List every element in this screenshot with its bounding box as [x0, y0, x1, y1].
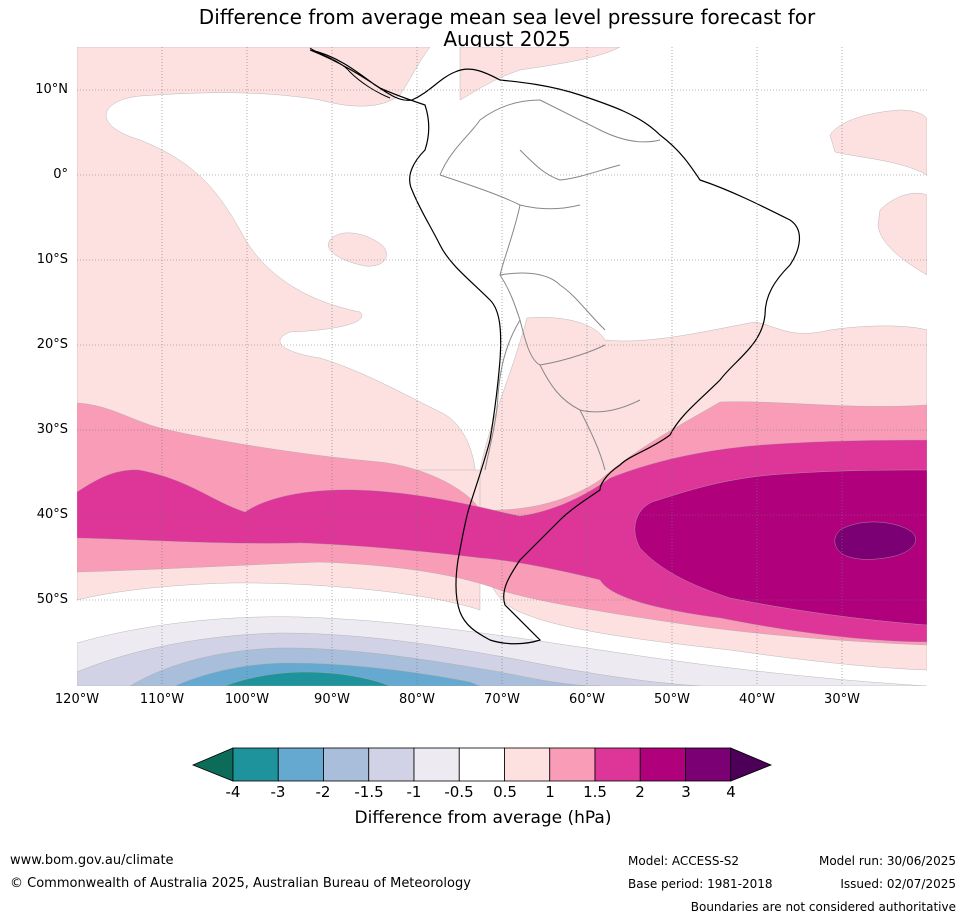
issued-date: Issued: 02/07/2025 — [840, 877, 956, 891]
colorbar-swatch — [594, 747, 641, 782]
contour-pos-2 — [634, 469, 927, 626]
colorbar — [191, 747, 773, 782]
colorbar-tick: -0.5 — [444, 783, 474, 801]
colorbar-swatch — [685, 747, 732, 782]
copyright-text: © Commonwealth of Australia 2025, Austra… — [10, 876, 471, 891]
colorbar-swatch — [458, 747, 505, 782]
colorbar-swatch — [323, 747, 370, 782]
lon-label-50w: 50°W — [654, 692, 690, 707]
colorbar-tick: -1 — [406, 783, 422, 801]
lon-label-90w: 90°W — [314, 692, 350, 707]
lon-label-40w: 40°W — [739, 692, 775, 707]
central-america-coastline — [309, 47, 391, 99]
colorbar-tick: 1 — [545, 783, 555, 801]
colorbar-extend-high — [730, 747, 773, 782]
lat-label-10s: 10°S — [36, 252, 68, 267]
contour-neg-3 — [224, 671, 391, 686]
colorbar-swatch — [368, 747, 415, 782]
colorbar-tick: 1.5 — [583, 783, 607, 801]
lon-label-110w: 110°W — [139, 692, 185, 707]
colorbar-tick: -2 — [315, 783, 331, 801]
map-title-line-2: August 2025 — [443, 27, 571, 51]
graticule — [77, 47, 927, 686]
lon-label-60w: 60°W — [569, 692, 605, 707]
colorbar-tick: -1.5 — [354, 783, 384, 801]
colorbar-swatch — [277, 747, 324, 782]
colorbar-swatch — [232, 747, 279, 782]
map-title-line-1: Difference from average mean sea level p… — [198, 5, 816, 29]
lat-label-0: 0° — [53, 167, 68, 182]
contour-pos-0.5-east-edge — [877, 192, 927, 276]
colorbar-tick: 3 — [681, 783, 691, 801]
colorbar-tick: -4 — [225, 783, 241, 801]
colorbar-tick: -3 — [270, 783, 286, 801]
lat-label-10n: 10°N — [35, 82, 68, 97]
colorbar-swatch — [549, 747, 596, 782]
colorbar-tick: 4 — [726, 783, 736, 801]
lat-label-30s: 30°S — [36, 422, 68, 437]
lon-label-70w: 70°W — [484, 692, 520, 707]
contour-pos-0.5-mid-east — [829, 109, 927, 176]
contour-pos-0.5-north — [77, 47, 477, 501]
lat-label-40s: 40°S — [36, 507, 68, 522]
contour-pos-0.5-top — [459, 47, 621, 101]
colorbar-swatch — [504, 747, 551, 782]
colorbar-swatch — [639, 747, 686, 782]
south-america-coastline — [309, 49, 800, 645]
colorbar-extend-low — [191, 747, 234, 782]
lat-label-50s: 50°S — [36, 592, 68, 607]
country-borders — [439, 99, 661, 471]
base-period: Base period: 1981-2018 — [628, 877, 773, 891]
model-name: Model: ACCESS-S2 — [628, 854, 740, 868]
lon-label-100w: 100°W — [224, 692, 270, 707]
contour-pos-0.5-blob — [328, 232, 387, 267]
website-link[interactable]: www.bom.gov.au/climate — [10, 853, 174, 868]
lon-label-120w: 120°W — [54, 692, 100, 707]
colorbar-label: Difference from average (hPa) — [354, 808, 612, 828]
lon-label-30w: 30°W — [824, 692, 860, 707]
lon-label-80w: 80°W — [399, 692, 435, 707]
model-run-date: Model run: 30/06/2025 — [818, 854, 956, 868]
colorbar-swatch — [413, 747, 460, 782]
contour-pos-3 — [834, 521, 916, 560]
lat-label-20s: 20°S — [36, 337, 68, 352]
colorbar-tick: 0.5 — [493, 783, 517, 801]
colorbar-tick: 2 — [635, 783, 645, 801]
boundaries-disclaimer: Boundaries are not considered authoritat… — [690, 900, 956, 914]
